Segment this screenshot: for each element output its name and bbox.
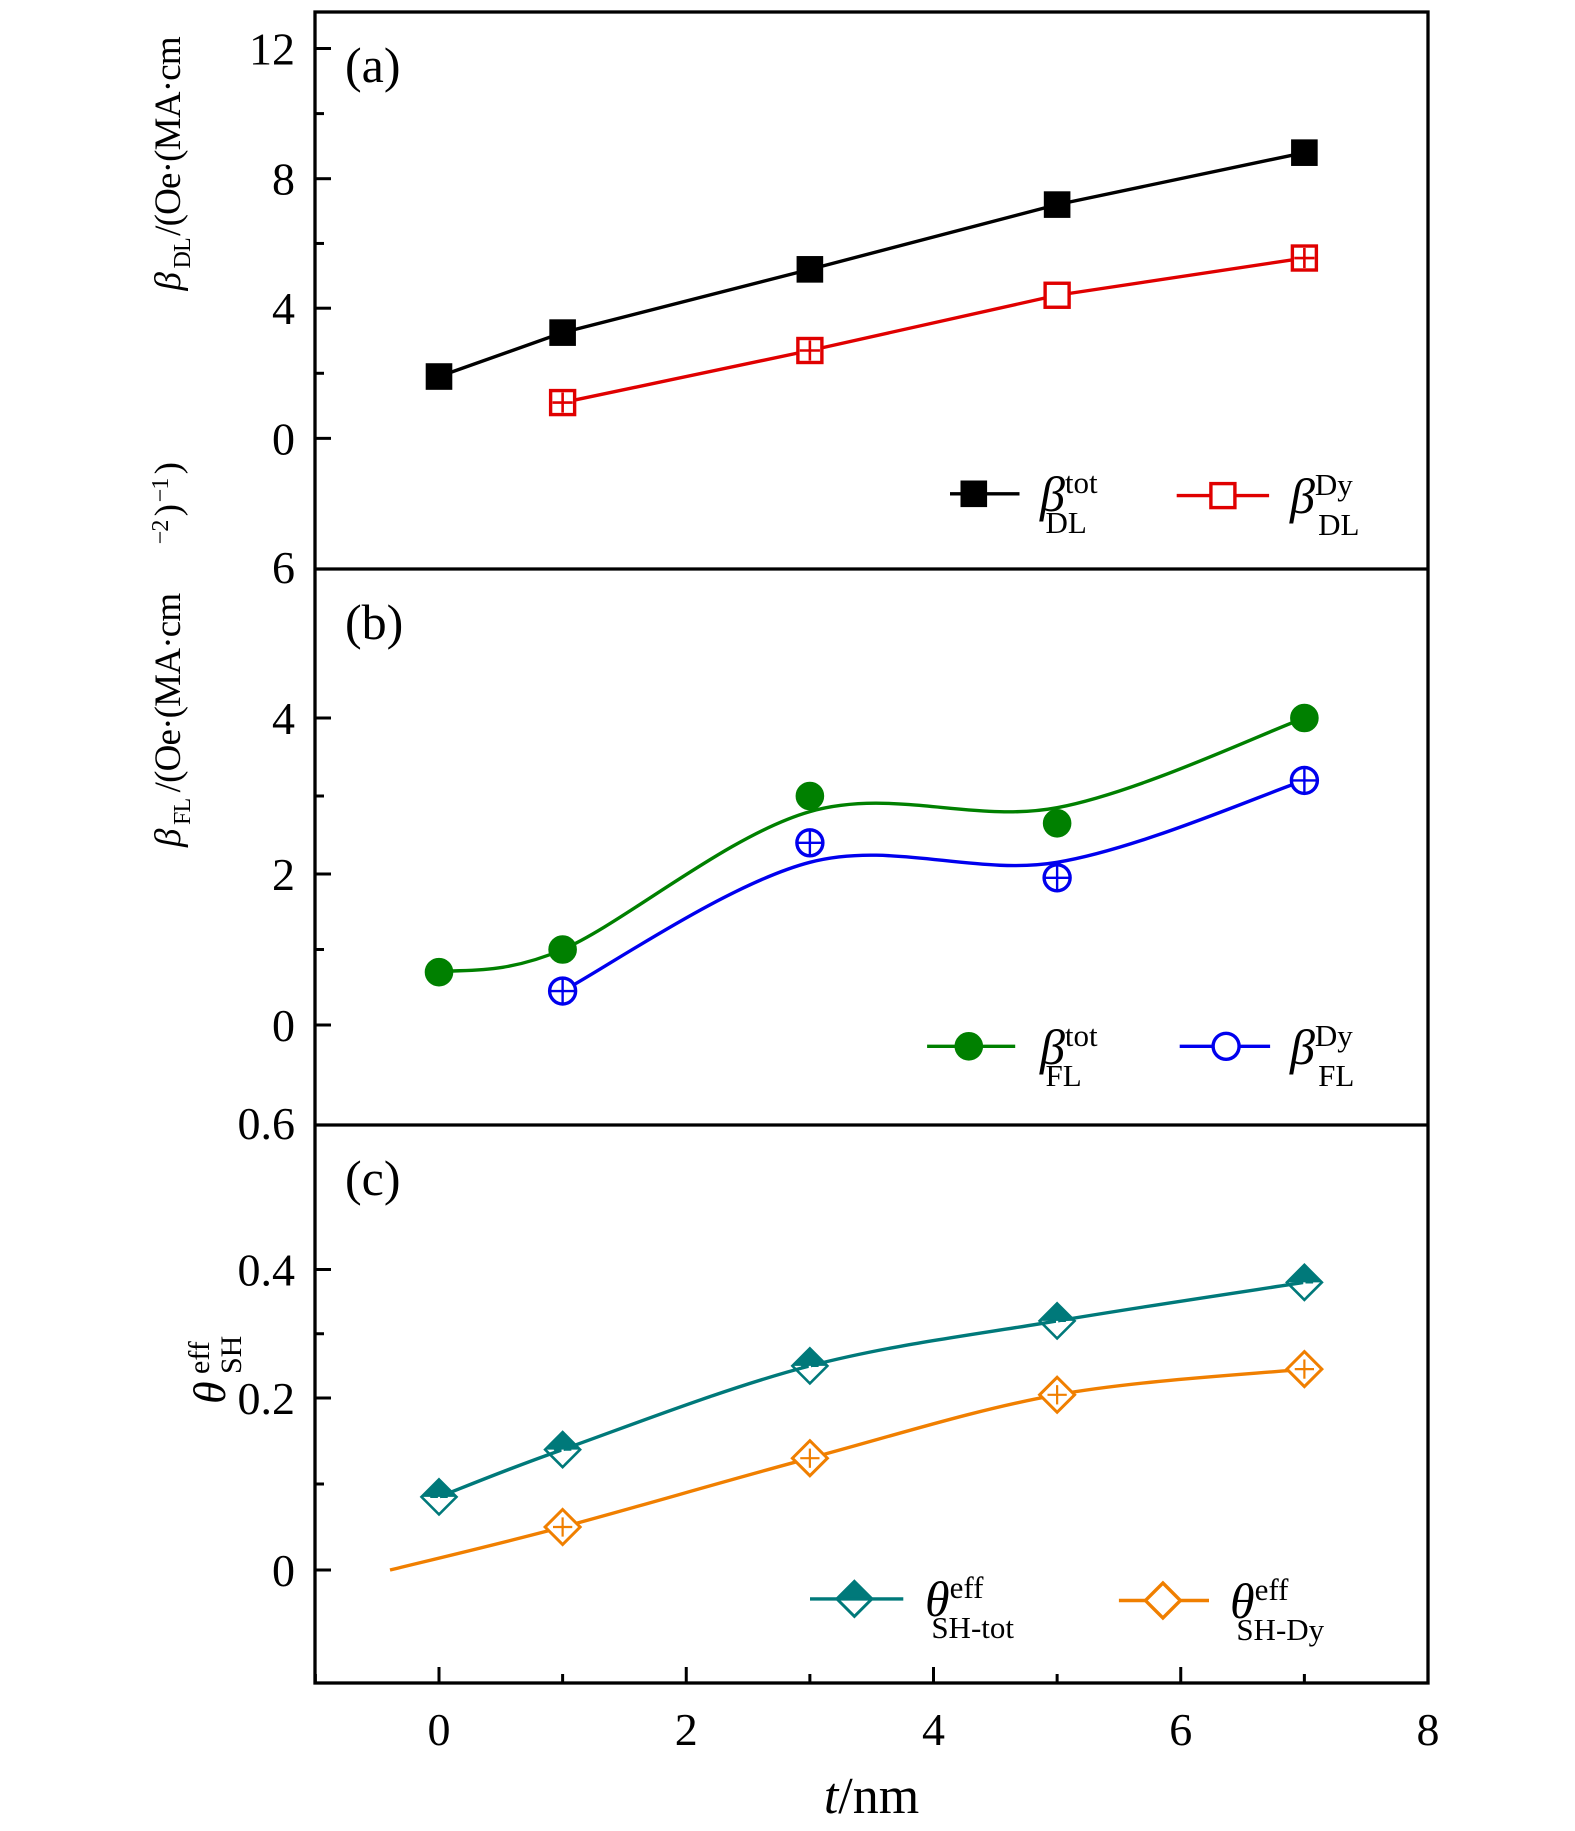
svg-text:0.6: 0.6 bbox=[238, 1098, 296, 1149]
svg-text:θ: θ bbox=[184, 1381, 235, 1404]
svg-text:12: 12 bbox=[249, 24, 295, 75]
svg-text:−2: −2 bbox=[148, 520, 174, 544]
svg-text:6: 6 bbox=[1169, 1704, 1192, 1755]
svg-text:): ) bbox=[148, 463, 189, 475]
svg-text:0.2: 0.2 bbox=[238, 1373, 296, 1424]
svg-text:(b): (b) bbox=[345, 594, 403, 650]
svg-text:(a): (a) bbox=[345, 37, 401, 93]
svg-text:2: 2 bbox=[675, 1704, 698, 1755]
svg-text:β: β bbox=[148, 272, 189, 292]
svg-text:4: 4 bbox=[922, 1704, 945, 1755]
svg-text:): ) bbox=[148, 505, 189, 517]
svg-text:eff: eff bbox=[183, 1341, 216, 1374]
svg-text:/(Oe·(MA·cm: /(Oe·(MA·cm bbox=[148, 36, 189, 236]
svg-text:8: 8 bbox=[272, 154, 295, 205]
svg-text:4: 4 bbox=[272, 693, 295, 744]
svg-text:t/nm: t/nm bbox=[824, 1768, 919, 1825]
svg-text:0: 0 bbox=[272, 1545, 295, 1596]
svg-text:DL: DL bbox=[170, 238, 196, 269]
svg-text:2: 2 bbox=[272, 849, 295, 900]
svg-text:(c): (c) bbox=[345, 1150, 401, 1206]
svg-text:/(Oe·(MA·cm: /(Oe·(MA·cm bbox=[148, 593, 189, 793]
svg-text:SH: SH bbox=[215, 1336, 248, 1374]
svg-text:8: 8 bbox=[1417, 1704, 1440, 1755]
svg-text:6: 6 bbox=[272, 542, 295, 593]
svg-text:0: 0 bbox=[272, 413, 295, 464]
svg-text:FL: FL bbox=[170, 798, 196, 825]
svg-text:−1: −1 bbox=[148, 478, 174, 502]
svg-text:β: β bbox=[148, 828, 189, 848]
svg-text:4: 4 bbox=[272, 283, 295, 334]
svg-text:0.4: 0.4 bbox=[238, 1245, 296, 1296]
svg-text:0: 0 bbox=[428, 1704, 451, 1755]
svg-text:0: 0 bbox=[272, 1000, 295, 1051]
